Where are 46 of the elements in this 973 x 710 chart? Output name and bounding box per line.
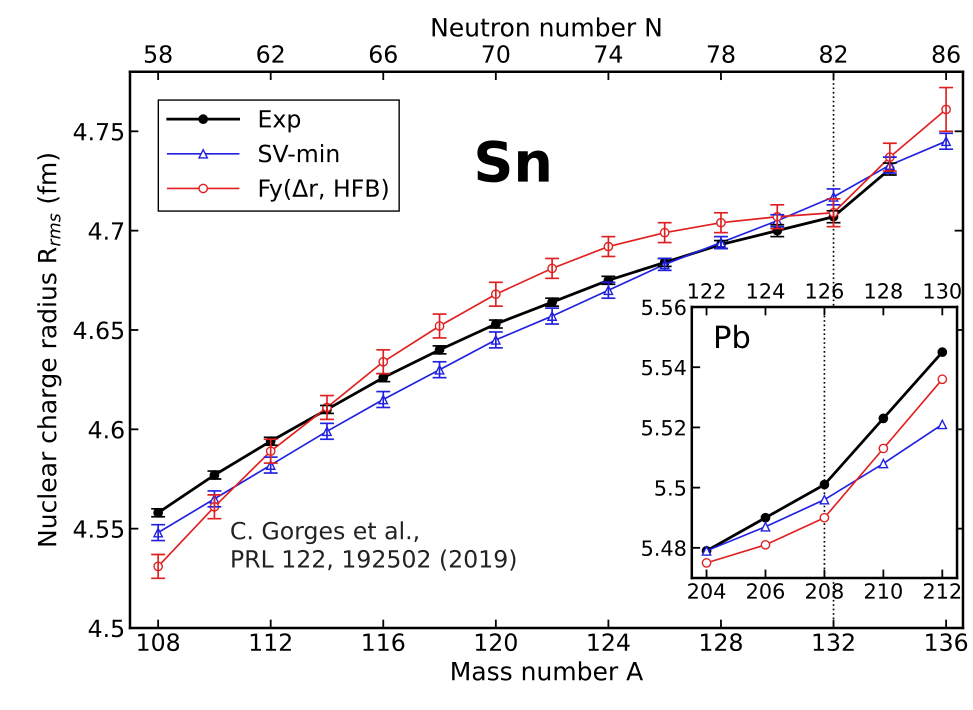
x2-tick-label: 62 — [257, 45, 284, 63]
annotation: Pb — [716, 324, 750, 348]
x2-tick-label: 70 — [482, 45, 510, 63]
x2-tick-label: 122 — [688, 283, 724, 299]
y-tick-label: 5.52 — [642, 420, 685, 436]
annotation: Sn — [477, 140, 549, 182]
x2-tick-label: 128 — [866, 283, 902, 299]
annotation: C. Gorges et al., PRL 122, 192502 (2019) — [231, 521, 516, 571]
legend-label: SV-min — [259, 144, 338, 162]
x-tick-label: 204 — [688, 583, 726, 599]
x-tick-label: 132 — [814, 633, 854, 652]
x2-tick-label: 126 — [806, 283, 843, 299]
x-tick-label: 210 — [865, 583, 902, 599]
x-axis-title: Mass number A — [452, 661, 644, 681]
x-tick-label: 212 — [924, 583, 960, 599]
y-tick-label: 4.6 — [88, 420, 124, 439]
y-tick-label: 5.56 — [642, 299, 686, 316]
y-tick-label: 5.48 — [642, 540, 686, 556]
legend-label: Exp — [260, 110, 300, 132]
legend-label: Fy(Δr, HFB) — [260, 178, 388, 202]
y-axis-title: Nuclear charge radius R$_{rms}$ (fm) — [37, 154, 62, 546]
y-tick-label: 4.7 — [88, 222, 124, 240]
y-tick-label: 5.5 — [655, 480, 686, 496]
y-tick-label: 4.75 — [74, 123, 124, 141]
x2-tick-label: 124 — [748, 283, 784, 299]
x2-tick-label: 78 — [708, 45, 734, 63]
x2-tick-label: 58 — [144, 45, 172, 63]
x-tick-label: 116 — [363, 633, 404, 652]
x2-tick-label: 74 — [595, 45, 622, 63]
x2-tick-label: 86 — [932, 45, 960, 63]
x2-tick-label: 66 — [370, 45, 397, 63]
x-tick-label: 206 — [747, 583, 784, 599]
y-tick-label: 4.55 — [74, 520, 124, 538]
y-tick-label: 4.65 — [74, 321, 124, 340]
x2-tick-label: 82 — [820, 45, 846, 63]
x2-tick-label: 130 — [924, 283, 961, 299]
x-tick-label: 128 — [701, 633, 742, 652]
y-tick-label: 4.5 — [88, 620, 124, 638]
x-tick-label: 112 — [250, 633, 291, 651]
y-tick-label: 5.54 — [642, 360, 686, 376]
x-tick-label: 108 — [138, 633, 180, 652]
x-tick-label: 208 — [806, 583, 843, 599]
x-tick-label: 124 — [588, 633, 630, 651]
x2-axis-title: Neutron number N — [432, 17, 660, 37]
x-tick-label: 136 — [926, 633, 968, 652]
x-tick-label: 120 — [476, 633, 517, 652]
